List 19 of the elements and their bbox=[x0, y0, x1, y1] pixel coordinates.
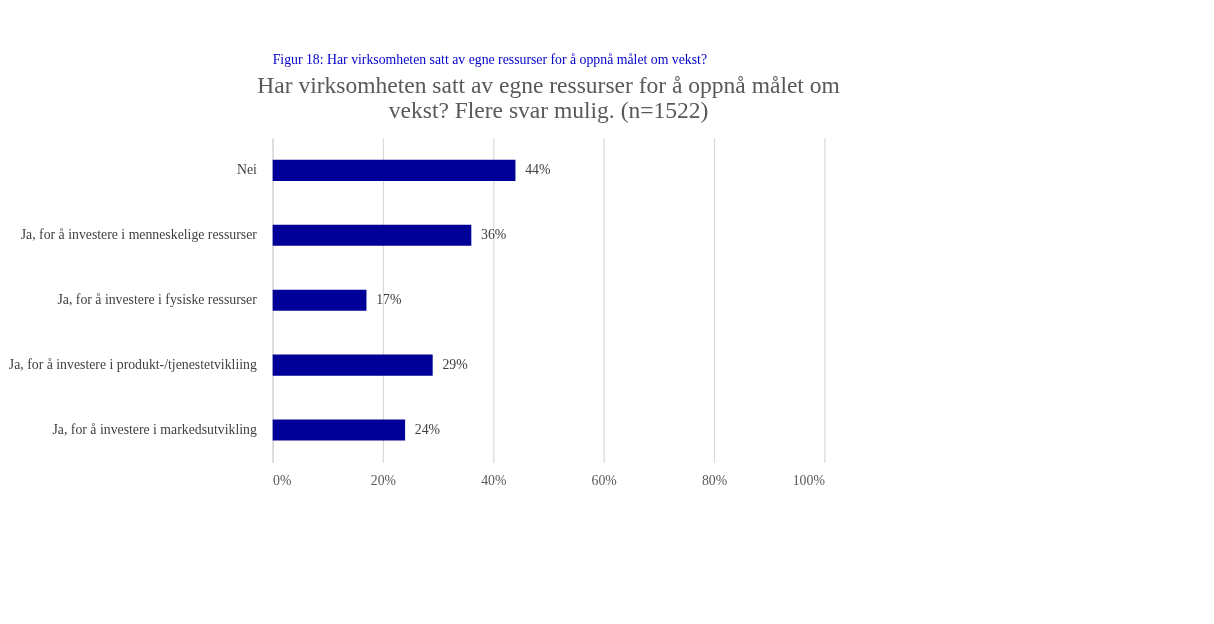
data-label: 44% bbox=[525, 162, 551, 178]
text: Figur 18: Har virksomheten satt av egne ressurser for å oppnå målet om vekst? bbox=[272, 52, 708, 68]
data-label: 36% bbox=[481, 227, 507, 243]
y-tick-label: Nei bbox=[236, 162, 257, 178]
y-tick-label: Ja, for å investere i markedsutvikling bbox=[52, 422, 257, 438]
text: Har virksomheten satt av egne ressurser for å oppnå målet om bbox=[257, 72, 840, 99]
x-tick-label: 20% bbox=[370, 472, 397, 488]
x-tick-label: 60% bbox=[591, 472, 618, 488]
x-tick-label: 40% bbox=[481, 472, 507, 488]
x-tick-label: 0% bbox=[273, 472, 292, 488]
y-tick-label: Ja, for å investere i menneskelige ressurser bbox=[20, 227, 258, 243]
data-label: 24% bbox=[414, 422, 441, 438]
x-tick-label: 100% bbox=[792, 472, 826, 488]
text: vekst? Flere svar mulig. (n=1522) bbox=[388, 97, 709, 124]
y-tick-label: Ja, for å investere i fysiske ressurser bbox=[57, 292, 258, 308]
data-label: 17% bbox=[376, 292, 402, 308]
y-tick-label: Ja, for å investere i produkt-/tjenestetvikliing bbox=[8, 357, 257, 373]
data-label: 29% bbox=[442, 357, 469, 373]
x-tick-label: 80% bbox=[701, 472, 728, 488]
